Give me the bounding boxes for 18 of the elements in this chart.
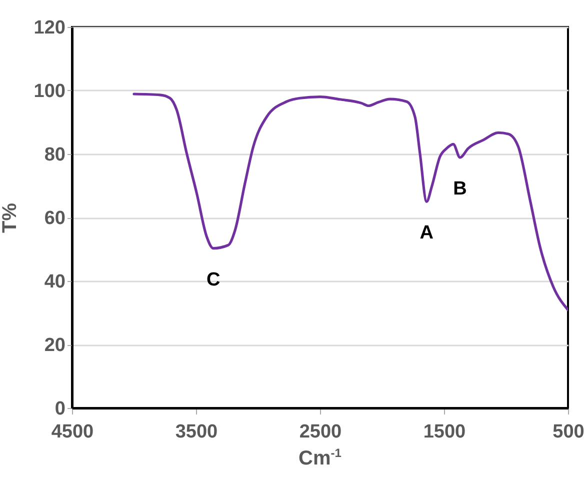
y-axis-title: T% xyxy=(0,202,21,233)
annotation: B xyxy=(453,178,467,200)
x-tick-label: 2500 xyxy=(299,422,342,442)
x-tick-label: 3500 xyxy=(175,422,218,442)
y-tick-label: 60 xyxy=(44,208,66,229)
annotation: A xyxy=(420,222,434,244)
x-tick-label: 1500 xyxy=(423,422,466,442)
y-tick-label: 0 xyxy=(54,398,66,420)
y-tick-label: 80 xyxy=(44,144,66,166)
y-tick-label: 120 xyxy=(34,18,66,38)
line-series xyxy=(132,92,568,312)
y-tick-label: 20 xyxy=(44,335,66,356)
annotation: C xyxy=(206,269,220,290)
y-tick-label: 40 xyxy=(44,272,66,292)
y-tick-label: 100 xyxy=(34,81,66,102)
x-axis-title: Cm$^{-1}$ xyxy=(298,446,342,471)
x-tick-label: 500 xyxy=(552,422,584,442)
x-tick-label: 4500 xyxy=(51,422,94,442)
